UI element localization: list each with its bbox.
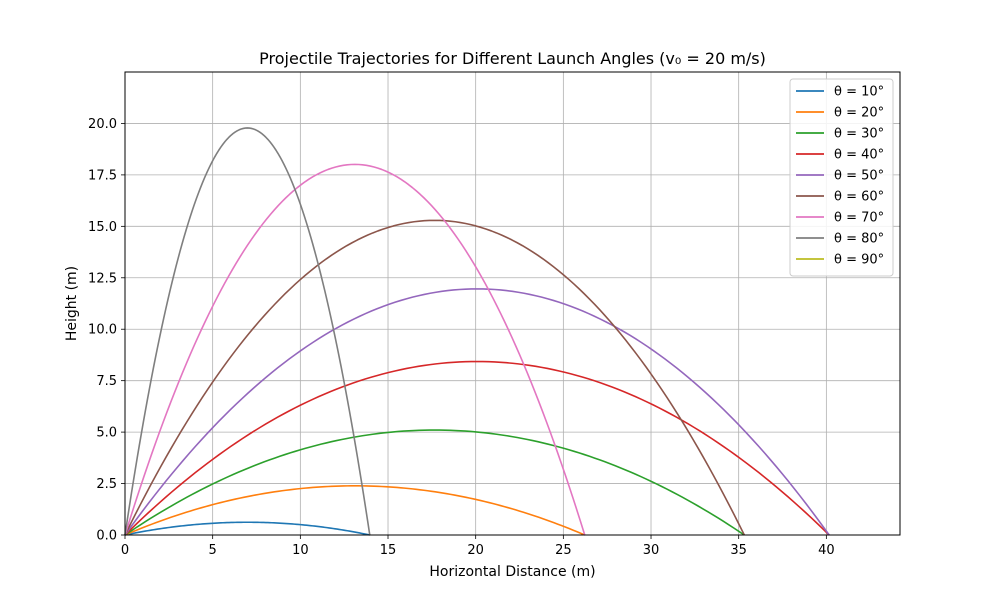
- y-tick-label: 10.0: [88, 323, 117, 338]
- y-tick-label: 20.0: [88, 117, 117, 132]
- x-tick-label: 5: [209, 543, 217, 558]
- legend-label-3: θ = 30°: [834, 127, 884, 142]
- x-tick-label: 40: [818, 543, 835, 558]
- series-line-4: [124, 360, 830, 536]
- x-axis-label: Horizontal Distance (m): [429, 564, 595, 580]
- y-tick-label: 12.5: [88, 271, 117, 286]
- x-tick-label: 15: [380, 543, 397, 558]
- legend: θ = 10° θ = 20° θ = 30° θ = 40° θ = 50° θ = 6…: [789, 78, 894, 277]
- y-tick-label: 2.5: [96, 477, 117, 492]
- legend-label-9: θ = 90°: [834, 253, 884, 268]
- x-tick-label: 0: [121, 543, 129, 558]
- legend-label-4: θ = 40°: [834, 148, 884, 163]
- series-line-1: [124, 521, 370, 536]
- y-axis-label: Height (m): [64, 266, 80, 341]
- legend-label-7: θ = 70°: [834, 211, 884, 226]
- series-line-6: [124, 219, 746, 536]
- x-tick-label: 20: [467, 543, 484, 558]
- y-tick-label: 7.5: [96, 374, 117, 389]
- y-tick-label: 0.0: [96, 529, 117, 544]
- plot-frame: [124, 71, 901, 536]
- chart-title: Projectile Trajectories for Different La…: [259, 49, 766, 68]
- y-tick-label: 5.0: [96, 426, 117, 441]
- legend-label-5: θ = 50°: [834, 169, 884, 184]
- y-tick-label: 17.5: [88, 168, 117, 183]
- series-line-2: [124, 485, 586, 536]
- series-lines: [124, 127, 830, 536]
- x-tick-label: 30: [643, 543, 660, 558]
- x-tick-label: 25: [555, 543, 572, 558]
- x-tick-label: 10: [292, 543, 309, 558]
- series-line-3: [124, 429, 745, 536]
- series-line-7: [124, 163, 586, 536]
- legend-label-1: θ = 10°: [834, 85, 884, 100]
- legend-label-8: θ = 80°: [834, 232, 884, 247]
- legend-label-6: θ = 60°: [834, 190, 884, 205]
- ticks: 0 5 10 15 20 25 30 35 40 0.0 2.5 5.0 7.5 10.0 12.5 15.0…: [88, 117, 835, 558]
- series-line-5: [124, 288, 830, 536]
- legend-label-2: θ = 20°: [834, 106, 884, 121]
- x-tick-label: 35: [730, 543, 747, 558]
- y-tick-label: 15.0: [88, 220, 117, 235]
- series-line-8: [124, 127, 371, 536]
- legend-box: [789, 78, 894, 277]
